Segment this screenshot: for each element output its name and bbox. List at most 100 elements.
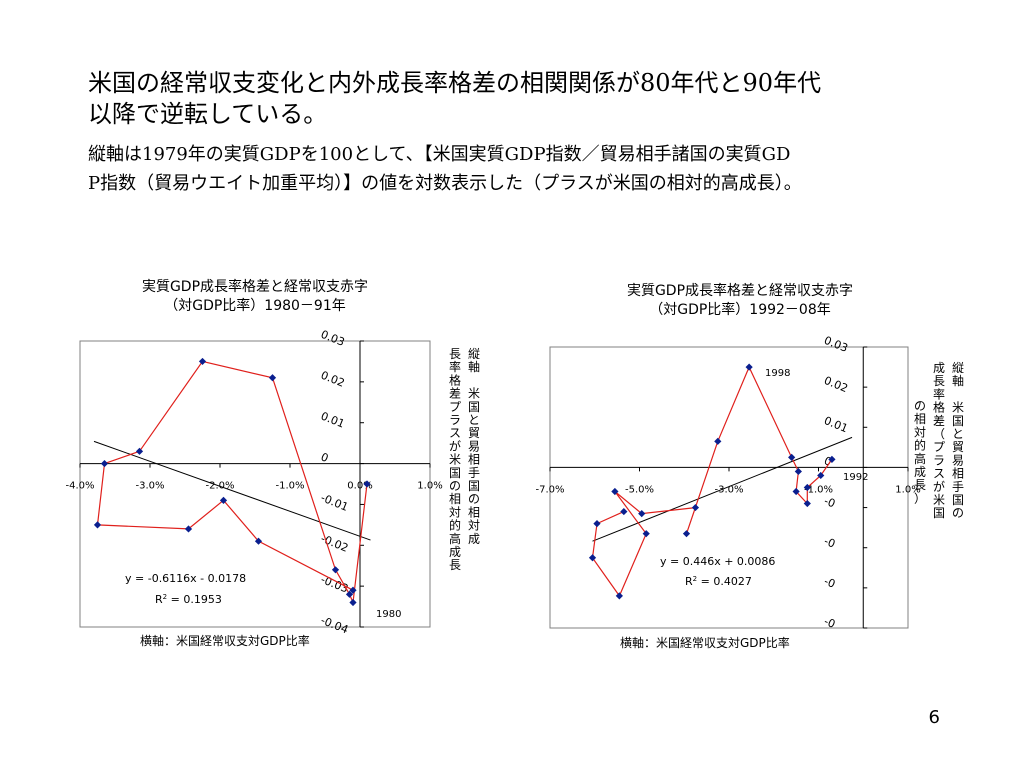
chart2-point-marker xyxy=(714,437,722,445)
chart1-point-marker xyxy=(268,374,277,382)
chart2-ylabel-char: 対 xyxy=(914,425,926,439)
chart2-point-marker xyxy=(638,509,646,518)
chart1-ylabel-char: 縦 xyxy=(468,347,480,361)
chart2-point-marker xyxy=(794,467,802,476)
chart1-title-line1: 実質GDP成長率格差と経常収支赤字 xyxy=(141,279,369,295)
chart2-ylabel-char: ） xyxy=(914,491,926,505)
chart2-point-marker xyxy=(611,487,619,496)
chart1-point-marker xyxy=(349,598,357,607)
chart2-ylabel-char: （ xyxy=(933,427,945,441)
chart1-plot-frame xyxy=(79,340,431,628)
chart1-point-marker xyxy=(198,357,207,366)
chart2-point-marker xyxy=(745,363,753,371)
chart2-ylabel-char: 差 xyxy=(933,414,945,428)
chart1-title-line2: （対GDP比率）1980－91年 xyxy=(164,298,346,314)
chart1-y-tick-label: 0 xyxy=(319,450,330,465)
chart1-y-tick-label: 0.03 xyxy=(319,328,347,349)
chart1-point-marker xyxy=(331,566,340,574)
chart1-trendline xyxy=(93,440,371,541)
chart1-point-marker xyxy=(254,537,263,545)
chart1-point-marker xyxy=(363,480,371,488)
chart1-y-tick-label: -0.01 xyxy=(319,491,350,514)
chart2-x-tick-label: -5.0% xyxy=(625,484,654,495)
chart1-xlabel: 横軸：米国経常収支対GDP比率 xyxy=(140,634,310,648)
chart2-r-squared: R2 = 0.4027 xyxy=(685,575,752,588)
chart1-ylabel-char: 高 xyxy=(449,531,461,546)
chart1-point-marker xyxy=(93,521,102,529)
chart1-ylabel-char: 米 xyxy=(449,453,461,467)
slide-note: 縦軸は1979年の実質GDPを100として、【米国実質GDP指数／貿易相手諸国の… xyxy=(88,140,948,198)
chart2-point-marker xyxy=(682,530,691,538)
chart2-point-label-1998: 1998 xyxy=(765,368,790,379)
chart1-point-marker xyxy=(219,496,228,504)
chart1-y-tick-label: -0.02 xyxy=(319,532,350,555)
chart2-point-marker xyxy=(788,453,796,461)
chart2-ylabel-char: 高 xyxy=(914,451,926,466)
chart1-ylabel-char: 相 xyxy=(468,453,480,467)
slide-note-line1: 縦軸は1979年の実質GDPを100として、【米国実質GDP指数／貿易相手諸国の… xyxy=(88,144,791,165)
chart2-ylabel-char: の xyxy=(952,506,964,520)
chart2-y-tick-label: -0 xyxy=(822,575,837,591)
chart2-ylabel-char: 的 xyxy=(914,438,926,453)
chart1-ylabel-char: 率 xyxy=(449,359,461,374)
chart1-ylabel-char: 国 xyxy=(449,466,461,480)
chart2-ylabel-char: 成 xyxy=(933,361,945,375)
chart2-point-marker xyxy=(803,483,811,492)
chart2-ylabel-char: ラ xyxy=(933,453,945,467)
chart2-xlabel: 横軸：米国経常収支対GDP比率 xyxy=(620,636,790,650)
chart1-ylabel-char: 貿 xyxy=(468,426,480,440)
chart1-ylabel-char: 国 xyxy=(468,400,480,414)
chart2-point-marker xyxy=(792,487,800,496)
chart1-y-tick-label: 0.02 xyxy=(319,369,347,390)
chart2-y-tick-label: -0 xyxy=(822,494,837,510)
chart1-ylabel-char: 差 xyxy=(449,387,461,401)
chart1-ylabel-char: 対 xyxy=(449,505,461,519)
chart1-r-squared: R2 = 0.1953 xyxy=(155,593,222,606)
chart2-ylabel-char: 国 xyxy=(933,506,945,520)
chart1-ylabel-char: の xyxy=(449,479,461,493)
slide-title-line2: 以降で逆転している。 xyxy=(88,100,328,128)
chart1-y-tick-label: -0.04 xyxy=(319,614,350,637)
chart2-ylabel-char: の xyxy=(914,399,926,413)
chart2-title-line2: （対GDP比率）1992－08年 xyxy=(649,302,831,318)
chart1-x-tick-label: -4.0% xyxy=(65,481,94,492)
chart2-ylabel-char: と xyxy=(952,427,964,441)
chart1-ylabel-char: 成 xyxy=(468,532,480,546)
chart1-y-tick-label: -0.03 xyxy=(319,573,350,596)
slide-title-line1: 米国の経常収支変化と内外成長率格差の相関関係が80年代と90年代 xyxy=(88,69,822,97)
chart2-ylabel-char: 国 xyxy=(952,493,964,507)
slide-title: 米国の経常収支変化と内外成長率格差の相関関係が80年代と90年代 以降で逆転して… xyxy=(88,68,948,130)
chart2-point-marker xyxy=(615,592,623,600)
chart1-x-tick-label: -3.0% xyxy=(135,481,164,492)
chart2-ylabel-char: 米 xyxy=(952,401,964,415)
chart1-ylabel-char: プ xyxy=(449,400,461,414)
chart1-ylabel-char: と xyxy=(468,413,480,427)
chart1-ylabel-char: 手 xyxy=(468,466,480,480)
chart1-x-tick-label: -1.0% xyxy=(275,481,304,492)
chart2-y-tick-label: -0 xyxy=(822,534,837,550)
chart2-ylabel-char: 長 xyxy=(933,374,945,388)
chart2-ylabel-char: 成 xyxy=(914,465,926,479)
chart2-ylabel-char: 軸 xyxy=(952,374,964,388)
chart2-point-marker xyxy=(828,455,836,463)
chart2-trendline xyxy=(592,436,853,542)
chart2-x-tick-label: 1.0% xyxy=(895,484,920,495)
chart2-point-marker xyxy=(593,520,601,528)
chart2-point-marker xyxy=(588,554,597,562)
page-number: 6 xyxy=(928,707,940,728)
chart2-ylabel-char: 貿 xyxy=(952,440,964,454)
chart2-title: 実質GDP成長率格差と経常収支赤字 （対GDP比率）1992－08年 xyxy=(575,282,905,320)
chart1-ylabel-char: ス xyxy=(449,426,461,440)
slide-note-line2: P指数（貿易ウエイト加重平均）】の値を対数表示した（プラスが米国の相対的高成長）… xyxy=(88,173,802,194)
chart2-point-marker xyxy=(620,507,628,516)
chart2-y-tick-label: 0.03 xyxy=(822,334,850,355)
chart2-plot-frame xyxy=(549,346,909,629)
chart1-ylabel-char: 米 xyxy=(468,387,480,401)
chart1-ylabel-char: 対 xyxy=(468,519,480,533)
chart1-point-marker xyxy=(100,459,109,468)
chart2-ylabel-char: 長 xyxy=(914,478,926,492)
chart1-ylabel-char: 相 xyxy=(468,505,480,519)
chart2-equation: y = 0.446x + 0.0086 xyxy=(660,555,775,568)
chart1-point-marker xyxy=(349,586,357,594)
